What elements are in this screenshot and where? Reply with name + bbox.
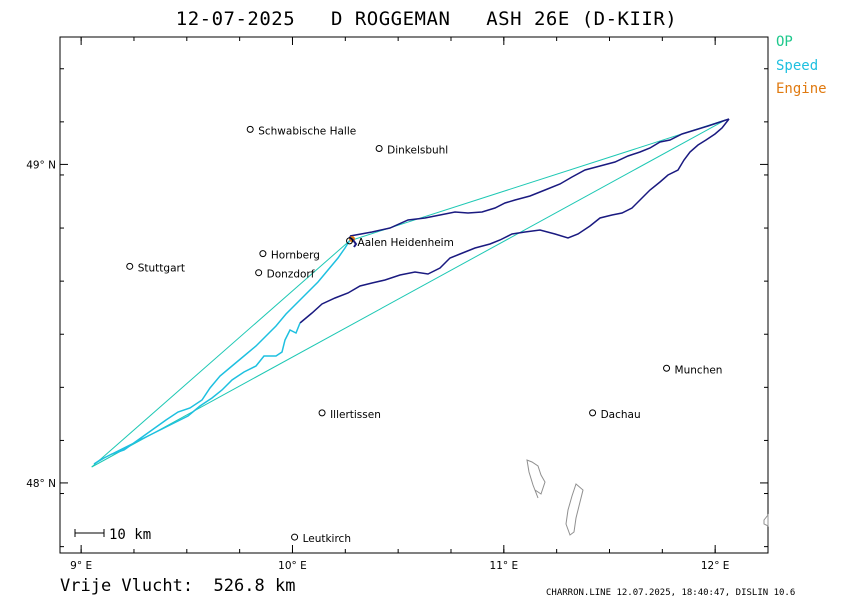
lon-tick-label: 11° E	[490, 560, 519, 572]
city-label: Schwabische Halle	[258, 125, 356, 137]
city-label: Donzdorf	[267, 269, 315, 281]
track-return	[299, 118, 730, 324]
city-marker	[126, 262, 134, 270]
city-marker	[663, 364, 671, 372]
lakes	[526, 459, 769, 536]
scale-bar: 10 km	[74, 527, 151, 543]
legend-speed: Speed	[776, 58, 819, 74]
lat-tick-label: 49° N	[26, 159, 56, 171]
distance-label: Vrije Vlucht:	[60, 576, 194, 596]
city-marker	[375, 144, 383, 152]
task-leg	[349, 119, 726, 242]
city-label: Dachau	[601, 409, 641, 421]
city-marker	[318, 409, 326, 417]
legend-op: OP	[776, 34, 793, 50]
map-frame	[59, 36, 769, 554]
lon-tick-label: 12° E	[701, 560, 730, 572]
distance-readout: Vrije Vlucht: 526.8 km	[60, 576, 295, 596]
map-ticks: 9° E 10° E 11° E 12° E 49° N 48° N	[26, 37, 769, 572]
flight-track	[93, 118, 730, 465]
legend-engine: Engine	[776, 81, 827, 97]
lake-edge	[763, 513, 769, 527]
distance-value: 526.8 km	[213, 576, 296, 596]
lat-tick-label: 48° N	[26, 478, 56, 490]
lake-ammersee	[526, 459, 546, 499]
city-label: Leutkirch	[303, 533, 351, 545]
city-label: Stuttgart	[138, 262, 185, 274]
scale-label: 10 km	[109, 527, 151, 543]
city-label: Illertissen	[330, 409, 381, 421]
track-speed	[93, 239, 351, 465]
city-marker	[291, 533, 299, 541]
city-label: Aalen Heidenheim	[358, 237, 454, 249]
city-label: Dinkelsbuhl	[387, 144, 448, 156]
city-marker	[346, 237, 354, 245]
task-leg	[91, 240, 350, 468]
lon-tick-label: 10° E	[278, 560, 307, 572]
city-label: Munchen	[675, 364, 723, 376]
credits: CHARRON.LINE 12.07.2025, 18:40:47, DISLI…	[546, 588, 796, 598]
cities: Schwabische Halle Dinkelsbuhl Aalen Heiden…	[126, 125, 723, 545]
city-marker	[246, 125, 254, 133]
lake-starnberg	[565, 483, 584, 536]
track-outbound	[349, 118, 730, 237]
city-label: Hornberg	[271, 250, 320, 262]
lon-tick-label: 9° E	[70, 560, 92, 572]
city-marker	[255, 269, 263, 277]
city-marker	[589, 409, 597, 417]
page-title: 12-07-2025 D ROGGEMAN ASH 26E (D-KIIR)	[175, 8, 678, 30]
city-marker	[259, 250, 267, 258]
